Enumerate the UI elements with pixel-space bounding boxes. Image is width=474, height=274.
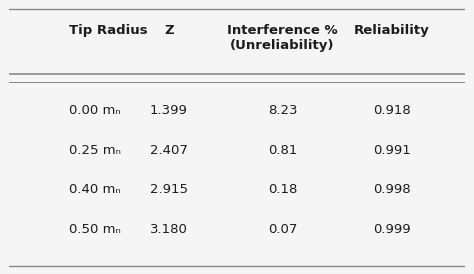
Text: Reliability: Reliability	[354, 24, 429, 37]
Text: Interference %
(Unreliability): Interference % (Unreliability)	[227, 24, 338, 52]
Text: Tip Radius: Tip Radius	[69, 24, 147, 37]
Text: 3.180: 3.180	[150, 222, 188, 236]
Text: 0.25 mₙ: 0.25 mₙ	[69, 144, 121, 157]
Text: 0.991: 0.991	[373, 144, 410, 157]
Text: 8.23: 8.23	[268, 104, 297, 117]
Text: 2.407: 2.407	[150, 144, 188, 157]
Text: 0.999: 0.999	[373, 222, 410, 236]
Text: Z: Z	[164, 24, 173, 37]
Text: 0.50 mₙ: 0.50 mₙ	[69, 222, 120, 236]
Text: 2.915: 2.915	[150, 183, 188, 196]
Text: 1.399: 1.399	[150, 104, 188, 117]
Text: 0.81: 0.81	[268, 144, 297, 157]
Text: 0.998: 0.998	[373, 183, 410, 196]
Text: 0.18: 0.18	[268, 183, 297, 196]
Text: 0.00 mₙ: 0.00 mₙ	[69, 104, 120, 117]
Text: 0.40 mₙ: 0.40 mₙ	[69, 183, 120, 196]
Text: 0.918: 0.918	[373, 104, 410, 117]
Text: 0.07: 0.07	[268, 222, 297, 236]
